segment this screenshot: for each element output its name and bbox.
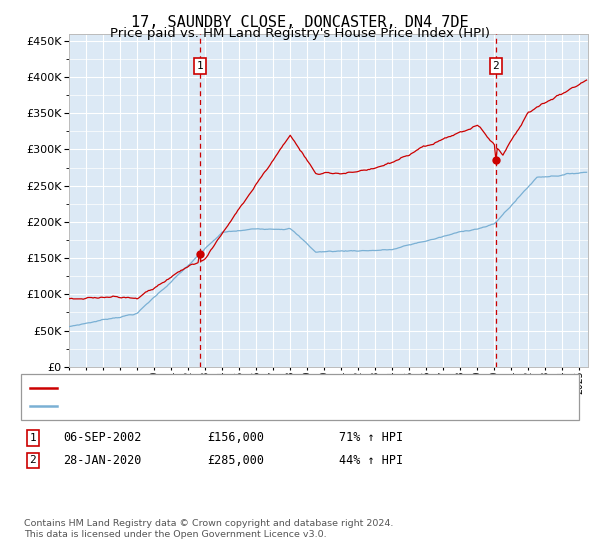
Text: 17, SAUNDBY CLOSE, DONCASTER, DN4 7DE: 17, SAUNDBY CLOSE, DONCASTER, DN4 7DE [131,15,469,30]
Text: 1: 1 [29,433,37,443]
Text: 1: 1 [196,61,203,71]
Text: Price paid vs. HM Land Registry's House Price Index (HPI): Price paid vs. HM Land Registry's House … [110,27,490,40]
Text: Contains HM Land Registry data © Crown copyright and database right 2024.: Contains HM Land Registry data © Crown c… [24,519,394,528]
Text: 17, SAUNDBY CLOSE, DONCASTER, DN4 7DE (detached house): 17, SAUNDBY CLOSE, DONCASTER, DN4 7DE (d… [63,383,390,393]
Text: 2: 2 [493,61,499,71]
Text: 28-JAN-2020: 28-JAN-2020 [63,454,142,467]
Text: 06-SEP-2002: 06-SEP-2002 [63,431,142,445]
Text: This data is licensed under the Open Government Licence v3.0.: This data is licensed under the Open Gov… [24,530,326,539]
Text: 71% ↑ HPI: 71% ↑ HPI [339,431,403,445]
Text: £156,000: £156,000 [207,431,264,445]
Text: 2: 2 [29,455,37,465]
Text: HPI: Average price, detached house, Doncaster: HPI: Average price, detached house, Donc… [63,401,310,411]
Text: £285,000: £285,000 [207,454,264,467]
Text: 44% ↑ HPI: 44% ↑ HPI [339,454,403,467]
